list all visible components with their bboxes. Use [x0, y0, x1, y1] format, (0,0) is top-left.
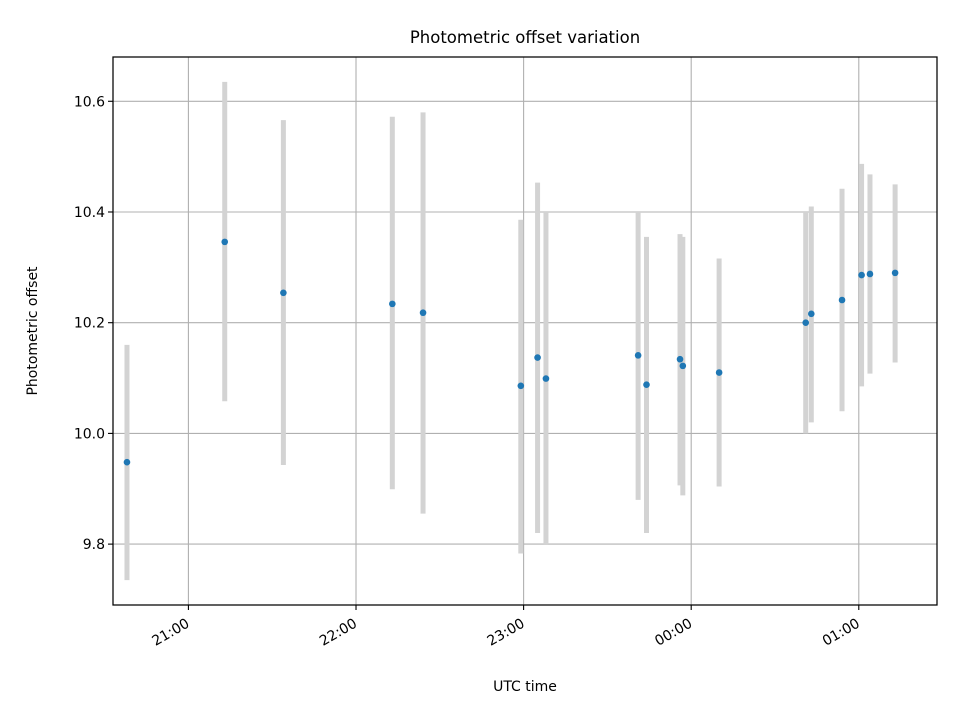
data-point: [542, 375, 550, 382]
data-point: [517, 382, 525, 390]
data-point: [280, 289, 287, 297]
data-point: [802, 319, 810, 326]
y-tick-label: 9.8: [83, 537, 105, 553]
y-axis-label: Photometric offset: [25, 266, 41, 396]
y-tick-label: 10.2: [74, 316, 105, 332]
data-point: [891, 269, 899, 277]
data-point: [838, 296, 846, 304]
data-points: [123, 238, 899, 466]
y-axis-ticks: 9.8 10.0 10.2 10.4 10.6: [74, 94, 113, 553]
x-axis-label: UTC time: [493, 679, 557, 695]
data-point: [419, 309, 427, 317]
data-point: [643, 381, 650, 388]
data-point: [808, 310, 815, 318]
plot-frame: [112, 56, 938, 606]
data-point: [534, 354, 541, 361]
y-tick-label: 10.0: [74, 426, 105, 442]
y-tick-label: 10.4: [74, 205, 105, 221]
data-point: [858, 271, 865, 279]
y-tick-label: 10.6: [74, 94, 105, 110]
data-point: [676, 355, 684, 363]
chart-title: Photometric offset variation: [410, 28, 640, 47]
grid-lines: [113, 57, 937, 605]
data-point: [679, 362, 687, 370]
data-point: [221, 238, 229, 246]
data-point: [634, 352, 642, 359]
data-point: [715, 369, 723, 376]
data-point: [389, 300, 396, 308]
data-point: [123, 458, 131, 466]
data-point: [866, 270, 874, 278]
